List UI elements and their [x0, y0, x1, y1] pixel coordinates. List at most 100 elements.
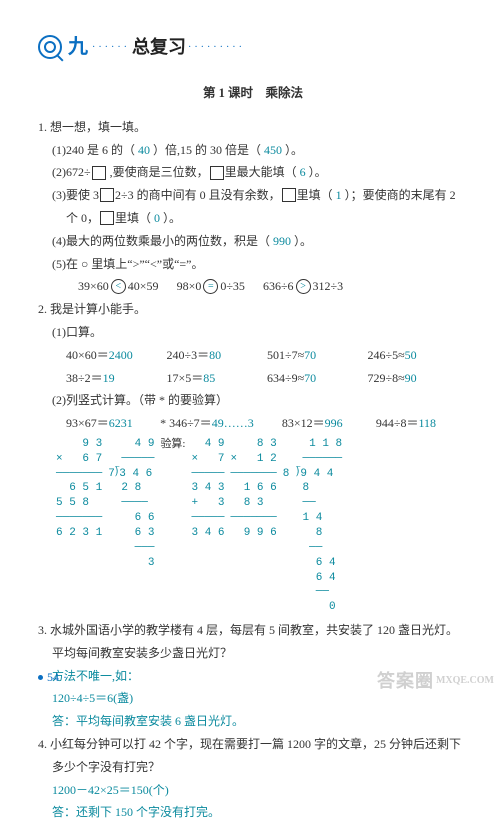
check-col: 验算:: [160, 437, 185, 615]
expr: 246÷5≈: [368, 348, 405, 362]
answer: 990: [273, 234, 291, 248]
text: 2÷3 的商中间有 0 且没有余数，: [115, 188, 281, 202]
q1-1: (1)240 是 6 的（ 40 ）倍,15 的 30 倍是（ 450 ）。: [52, 139, 468, 162]
answer: 80: [209, 348, 221, 362]
text: (1)240 是 6 的（: [52, 143, 138, 157]
answer: 450: [264, 143, 282, 157]
expr: 83×12＝: [282, 416, 325, 430]
cmp1: 39×60<40×59: [78, 275, 159, 298]
q1-2: (2)672÷ ,要使商是三位数，里最大能填（ 6 ）。: [52, 161, 468, 184]
text: ）倍,15 的 30 倍是（: [150, 143, 264, 157]
q2-1: (1)口算。: [52, 321, 468, 344]
page-number: 54 ·: [38, 670, 67, 685]
answer: 70: [304, 371, 316, 385]
expr: 17×5＝: [167, 371, 204, 385]
blank-box: [282, 188, 296, 202]
text: ）；要使商的末尾有 2: [342, 188, 456, 202]
lesson-title: 第 1 课时 乘除法: [38, 82, 468, 106]
blank-box: [92, 166, 106, 180]
text: ）。: [282, 143, 303, 157]
vertical-working: 9 3 × 6 7 ─────── 6 5 1 5 5 8 ─────── 6 …: [56, 437, 468, 615]
q1-5: (5)在 ○ 里填上“>”“<”或“=”。: [52, 253, 468, 276]
text: 里最大能填（: [225, 165, 300, 179]
watermark-sub: MXQE.COM: [436, 675, 494, 686]
expr: 38÷2＝: [66, 371, 103, 385]
text: 里填（: [115, 211, 154, 225]
q1-3b: 个 0，里填（ 0 ）。: [66, 207, 468, 230]
q1-stem: 1. 想一想，填一填。: [38, 116, 468, 139]
q2-2: (2)列竖式计算。（带 * 的要验算）: [52, 389, 468, 412]
text: ）。: [160, 211, 181, 225]
expr: 501÷7≈: [267, 348, 304, 362]
text: (2)672÷: [52, 165, 91, 179]
dots-left: ······: [92, 38, 130, 57]
answer: 50: [405, 348, 417, 362]
page-content: 九 ······ 总复习 ········· 第 1 课时 乘除法 1. 想一想…: [0, 0, 500, 824]
work-col-2check: 4 9 × 7 ───── 3 4 3 + 3 ───── 3 4 6: [192, 437, 225, 615]
work-col-4: 1 1 8 ────── 8 ⟌9 4 4 8 ── 1 4 8 ── 6 4 …: [283, 437, 342, 615]
text: ）。: [306, 165, 327, 179]
answer: 90: [405, 371, 417, 385]
answer: 19: [103, 371, 115, 385]
text: 个 0，: [66, 211, 99, 225]
cmp3: 636÷6>312÷3: [263, 275, 343, 298]
answer: 996: [325, 416, 343, 430]
text: 39×60: [78, 279, 109, 293]
text: 里填（: [297, 188, 336, 202]
answer: 118: [419, 416, 437, 430]
text: 312÷3: [313, 279, 344, 293]
work-col-3: 8 3 × 1 2 ─────── 1 6 6 8 3 ─────── 9 9 …: [231, 437, 277, 615]
answer: <: [111, 279, 126, 294]
blank-box: [100, 211, 114, 225]
chapter-header: 九 ······ 总复习 ·········: [38, 28, 468, 66]
chapter-title: 总复习: [132, 30, 186, 64]
watermark-main: 答案圈: [377, 667, 434, 693]
cmp2: 98×0=0÷35: [177, 275, 245, 298]
q1-3a: (3)要使 32÷3 的商中间有 0 且没有余数，里填（ 1 ）；要使商的末尾有…: [52, 184, 468, 207]
q4-line2: 多少个字没有打完？: [52, 756, 468, 779]
answer: 40: [138, 143, 150, 157]
q4-line1: 4. 小红每分钟可以打 42 个字，现在需要打一篇 1200 字的文章，25 分…: [38, 733, 468, 756]
expr: 634÷9≈: [267, 371, 304, 385]
oral-row-1: 40×60＝2400 240÷3＝80 501÷7≈70 246÷5≈50: [66, 344, 468, 367]
blank-box: [210, 166, 224, 180]
work-col-2: 4 9 ───── 7⟌3 4 6 2 8 ──── 6 6 6 3 ─── 3: [108, 437, 154, 615]
q4-sol2: 答：还剩下 150 个字没有打完。: [52, 801, 468, 824]
q3-sol3: 答：平均每间教室安装 6 盏日光灯。: [52, 710, 468, 733]
q1-4: (4)最大的两位数乘最小的两位数，积是（ 990 ）。: [52, 230, 468, 253]
watermark: 答案圈 MXQE.COM: [377, 667, 494, 693]
expr: 93×67＝: [66, 416, 109, 430]
q2-stem: 2. 我是计算小能手。: [38, 298, 468, 321]
q4-sol1: 1200－42×25＝150(个): [52, 779, 468, 802]
text: 40×59: [128, 279, 159, 293]
work-col-1: 9 3 × 6 7 ─────── 6 5 1 5 5 8 ─────── 6 …: [56, 437, 102, 615]
blank-box: [100, 188, 114, 202]
text: ）。: [291, 234, 312, 248]
answer: 6231: [109, 416, 133, 430]
text: 0÷35: [220, 279, 245, 293]
dots-right: ·········: [188, 38, 245, 57]
expr: 944÷8＝: [376, 416, 419, 430]
text: (4)最大的两位数乘最小的两位数，积是（: [52, 234, 273, 248]
text: ,要使商是三位数，: [107, 165, 209, 179]
text: 98×0: [177, 279, 202, 293]
vertical-calc-row: 93×67＝6231 * 346÷7＝49……3 83×12＝996 944÷8…: [66, 412, 468, 435]
answer: =: [203, 279, 218, 294]
answer: 70: [304, 348, 316, 362]
answer: 85: [203, 371, 215, 385]
expr: 240÷3＝: [167, 348, 210, 362]
oral-row-2: 38÷2＝19 17×5＝85 634÷9≈70 729÷8≈90: [66, 367, 468, 390]
expr: * 346÷7＝: [160, 416, 212, 430]
q1-5-compare: 39×60<40×59 98×0=0÷35 636÷6>312÷3: [78, 275, 468, 298]
answer: 2400: [109, 348, 133, 362]
answer: 49……3: [212, 416, 254, 430]
answer: >: [296, 279, 311, 294]
page-number-text: 54: [47, 670, 59, 685]
text: 636÷6: [263, 279, 294, 293]
text: (3)要使 3: [52, 188, 99, 202]
chapter-number: 九: [68, 28, 88, 66]
q3-line2: 平均每间教室安装多少盏日光灯？: [52, 642, 468, 665]
dot-icon: [38, 675, 43, 680]
q3-line1: 3. 水城外国语小学的教学楼有 4 层，每层有 5 间教室，共安装了 120 盏…: [38, 619, 468, 642]
magnifier-icon: [38, 35, 62, 59]
